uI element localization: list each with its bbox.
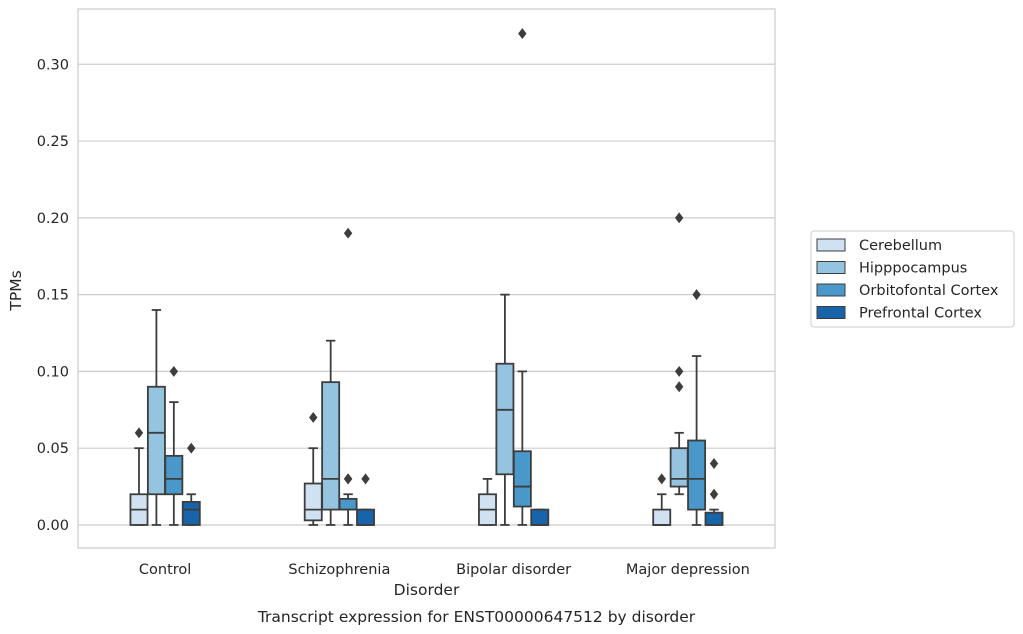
box-cerebellum	[478, 477, 497, 526]
legend-swatch	[816, 306, 846, 319]
legend-label: Prefrontal Cortex	[859, 306, 982, 322]
y-tick-labels: 0.00 0.05 0.10 0.15 0.20 0.25 0.30	[37, 57, 69, 534]
box-cerebellum	[303, 412, 323, 526]
outlier-point	[657, 473, 666, 485]
legend-swatch	[816, 238, 846, 252]
box-iqr	[338, 497, 358, 511]
box-cerebellum	[652, 473, 672, 526]
outlier-point	[309, 412, 318, 423]
box-prefrontal-cortex	[704, 458, 724, 526]
outlier-point	[709, 458, 719, 470]
legend: Cerebellum Hipppocampus Orbitofontal Corte…	[810, 230, 1015, 328]
plot-frame	[77, 8, 776, 549]
y-tick-label: 0.30	[37, 57, 69, 73]
box-iqr	[669, 447, 689, 488]
box-iqr	[530, 508, 550, 526]
x-tick-label: Major depression	[626, 562, 750, 578]
y-tick-label: 0.20	[37, 211, 69, 227]
box-hipppocampus	[146, 309, 166, 526]
chart-caption: Transcript expression for ENST0000064751…	[257, 608, 696, 626]
box-iqr	[321, 381, 341, 511]
outlier-point	[518, 28, 527, 40]
y-axis-title: TPMs	[7, 270, 25, 311]
box-prefrontal-cortex	[356, 473, 375, 526]
box-hipppocampus	[495, 293, 515, 526]
x-tick-labels: Control Schizophrenia Bipolar disorder Majo…	[139, 562, 750, 578]
outlier-point	[674, 365, 684, 377]
box-iqr	[652, 508, 672, 526]
box-series	[129, 28, 724, 526]
box-prefrontal-cortex	[181, 442, 201, 526]
outlier-point	[187, 442, 196, 454]
legend-label: Orbitofontal Cortex	[859, 283, 999, 299]
box-orbitofontal-cortex	[164, 365, 184, 526]
x-tick-label: Control	[139, 562, 191, 578]
box-hipppocampus	[321, 339, 341, 526]
y-tick-label: 0.15	[37, 288, 69, 304]
box-iqr	[704, 511, 724, 526]
box-iqr	[164, 454, 184, 496]
box-orbitofontal-cortex	[687, 289, 707, 526]
x-tick-label: Schizophrenia	[288, 562, 390, 578]
y-tick-label: 0.25	[37, 134, 69, 150]
y-tick-label: 0.10	[37, 364, 69, 380]
outlier-point	[674, 212, 684, 224]
legend-label: Cerebellum	[859, 238, 942, 254]
outlier-point	[674, 381, 684, 393]
box-iqr	[181, 501, 201, 526]
x-tick-label: Bipolar disorder	[456, 562, 571, 578]
legend-swatch	[816, 261, 846, 274]
box-hipppocampus	[669, 212, 689, 496]
outlier-point	[343, 227, 353, 239]
box-cerebellum	[129, 427, 149, 526]
box-iqr	[356, 508, 375, 526]
outlier-point	[134, 427, 144, 439]
outlier-point	[692, 289, 701, 301]
legend-frame	[810, 230, 1015, 328]
box-iqr	[687, 439, 707, 511]
outlier-point	[709, 488, 719, 500]
box-iqr	[146, 385, 166, 496]
legend-swatch	[816, 283, 846, 297]
x-axis-title: Disorder	[394, 581, 460, 599]
legend-label: Hipppocampus	[859, 261, 967, 277]
outlier-point	[361, 473, 370, 485]
box-orbitofontal-cortex	[338, 227, 358, 526]
box-iqr	[495, 362, 515, 476]
y-tick-label: 0.00	[37, 518, 69, 534]
box-orbitofontal-cortex	[512, 28, 532, 526]
outlier-point	[169, 365, 179, 377]
box-iqr	[512, 450, 532, 508]
y-tick-label: 0.05	[37, 441, 69, 457]
box-iqr	[303, 482, 323, 522]
box-prefrontal-cortex	[530, 508, 550, 526]
outlier-point	[343, 473, 353, 485]
